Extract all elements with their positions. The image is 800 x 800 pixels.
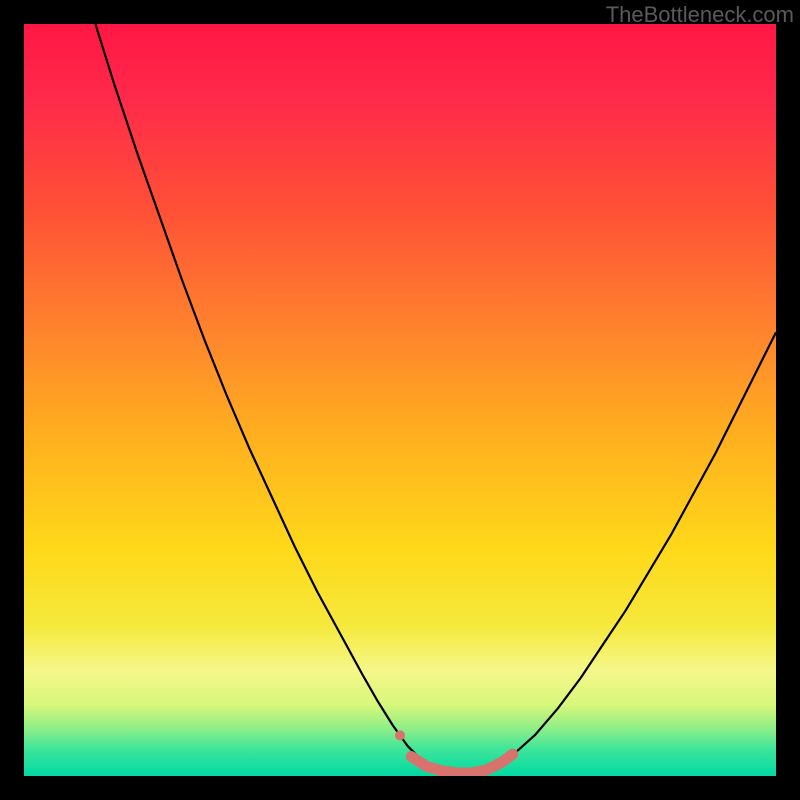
bottleneck-curve-right xyxy=(468,332,776,774)
current-config-dot xyxy=(395,730,405,740)
figure-container: TheBottleneck.com xyxy=(0,0,800,800)
bottleneck-curve-left xyxy=(95,24,467,775)
curve-layer xyxy=(24,24,776,776)
optimal-range-highlight xyxy=(411,754,513,773)
watermark-text: TheBottleneck.com xyxy=(606,2,794,28)
plot-area xyxy=(24,24,776,776)
